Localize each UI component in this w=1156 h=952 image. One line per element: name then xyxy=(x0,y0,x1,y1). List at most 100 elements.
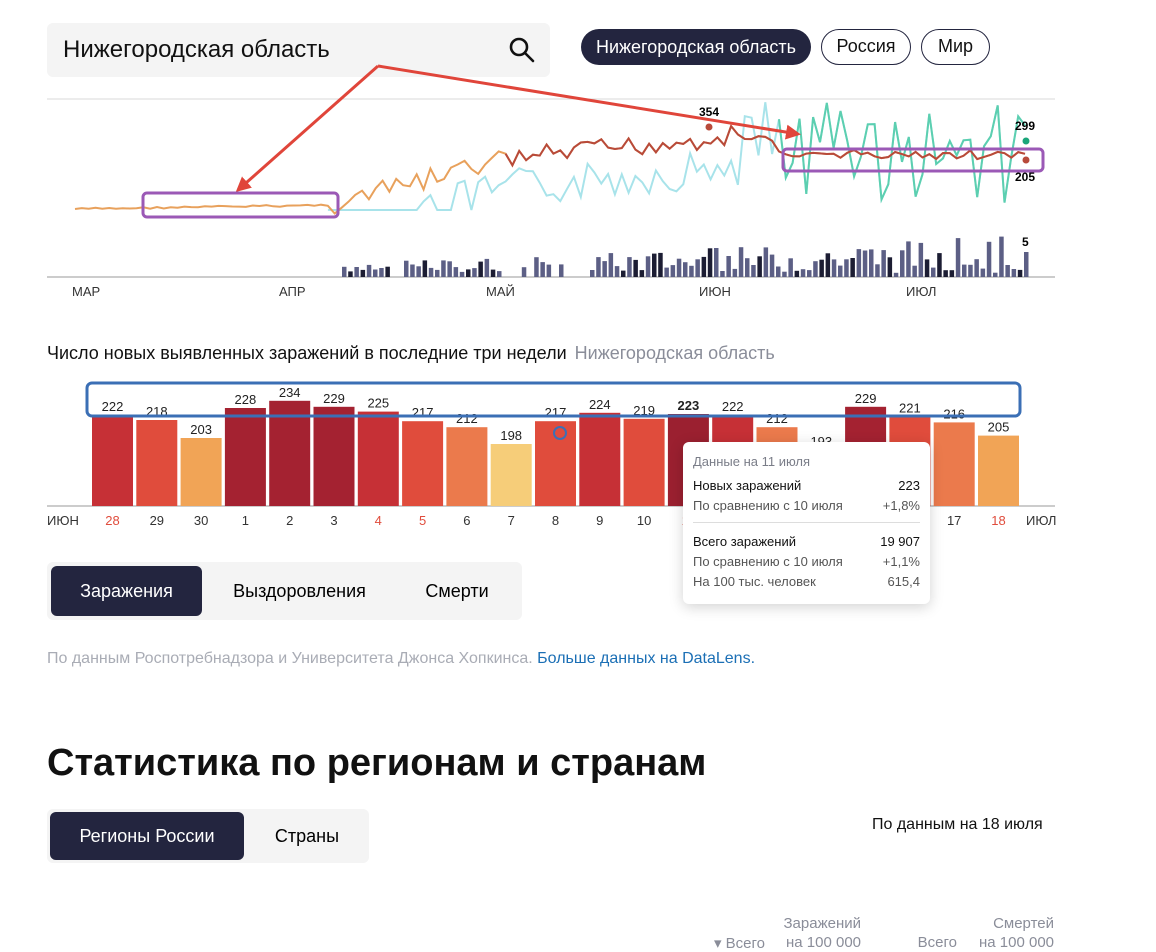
bar-value-label: 217 xyxy=(412,405,434,420)
daily-bar xyxy=(136,420,178,506)
deaths-bar xyxy=(1024,252,1029,277)
deaths-bar xyxy=(453,267,459,277)
deaths-bar xyxy=(441,260,446,277)
col-deaths-total[interactable]: Всего xyxy=(917,934,957,951)
bar-value-label: 221 xyxy=(899,400,921,415)
tab-infections[interactable]: Заражения xyxy=(51,566,202,616)
end-month-label: ИЮЛ xyxy=(1026,513,1057,528)
scope-tab-russia[interactable]: Россия xyxy=(821,29,911,65)
deaths-bar xyxy=(379,268,384,277)
tab-recoveries[interactable]: Выздоровления xyxy=(233,581,366,601)
deaths-bar xyxy=(800,269,806,277)
deaths-bar xyxy=(627,257,632,277)
tab-russia-regions[interactable]: Регионы России xyxy=(50,812,244,860)
deaths-bar xyxy=(695,259,700,277)
deaths-bar xyxy=(373,269,378,277)
tooltip-divider xyxy=(693,522,920,523)
scope-tab-region[interactable]: Нижегородская область xyxy=(581,29,811,65)
deaths-bar xyxy=(887,257,893,277)
deaths-bar xyxy=(825,253,831,277)
col-infections-per100k[interactable]: на 100 000 xyxy=(785,934,861,951)
daily-bar xyxy=(224,408,266,506)
deaths-bar xyxy=(782,271,787,277)
deaths-bar xyxy=(590,270,595,277)
daily-bar xyxy=(357,411,399,506)
deaths-bar xyxy=(993,272,998,277)
as-of-date: По данным на 18 июля xyxy=(872,816,1043,833)
deaths-bar xyxy=(428,267,434,277)
deaths-bar xyxy=(534,257,539,277)
deaths-bar xyxy=(559,264,564,277)
day-label: 30 xyxy=(193,513,209,528)
day-label: 4 xyxy=(374,513,382,528)
stats-tabs: Регионы России Страны xyxy=(47,809,369,863)
search-input[interactable]: Нижегородская область xyxy=(63,36,330,63)
deaths-bar xyxy=(546,264,552,277)
deaths-bar xyxy=(949,270,955,277)
day-label: 17 xyxy=(946,513,962,528)
month-label: АПР xyxy=(279,284,306,299)
col-deaths-per100k[interactable]: на 100 000 xyxy=(978,934,1054,951)
search-icon[interactable] xyxy=(508,36,536,64)
deaths-bar xyxy=(633,259,638,277)
peak-dot xyxy=(705,123,713,131)
end-dot-trend xyxy=(1022,156,1030,164)
stats-title: Статистика по регионам и странам xyxy=(47,742,707,784)
deaths-bar xyxy=(955,238,961,277)
deaths-bar xyxy=(478,261,483,277)
scope-tab-world[interactable]: Мир xyxy=(921,29,990,65)
deaths-bar xyxy=(683,262,688,277)
deaths-bar xyxy=(348,271,353,277)
deaths-bar xyxy=(658,252,663,277)
deaths-bar xyxy=(900,250,905,277)
deaths-bar xyxy=(484,258,490,277)
month-label: МАЙ xyxy=(486,284,515,299)
deaths-bar xyxy=(999,236,1004,277)
sort-total-infections[interactable]: ▾ Всего xyxy=(713,935,765,952)
deaths-bar xyxy=(813,261,818,277)
deaths-bar xyxy=(738,247,744,277)
bar-value-label: 222 xyxy=(722,399,744,414)
deaths-bar xyxy=(869,249,874,277)
bar-value-label: 198 xyxy=(500,428,522,443)
deaths-bar xyxy=(720,271,725,277)
deaths-bar xyxy=(931,267,936,277)
deaths-bar xyxy=(850,258,855,277)
day-label: 8 xyxy=(551,513,560,528)
day-label: 18 xyxy=(991,513,1006,528)
deaths-bar xyxy=(943,270,948,277)
bar-value-label: 229 xyxy=(855,391,877,406)
bar-value-label: 228 xyxy=(235,392,257,407)
deaths-bar xyxy=(831,259,837,277)
end-dot-cases xyxy=(1022,137,1030,145)
tab-countries[interactable]: Страны xyxy=(274,826,340,846)
day-label: 2 xyxy=(286,513,294,528)
day-label: 29 xyxy=(149,513,165,528)
deaths-bar xyxy=(763,247,769,277)
bar-value-label: 216 xyxy=(943,406,965,421)
daily-chart: 222 218 203 228 234 229 225 217 212 198 217 224 219 2… xyxy=(47,385,1055,507)
source-text: По данным Роспотребнадзора и Университет… xyxy=(47,650,533,667)
daily-bar xyxy=(623,418,665,506)
datalens-link[interactable]: Больше данных на DataLens. xyxy=(537,650,756,667)
month-label: ИЮН xyxy=(699,284,731,299)
daily-bar xyxy=(978,435,1019,506)
deaths-bar xyxy=(980,268,986,277)
deaths-bar xyxy=(602,261,607,277)
deaths-bar xyxy=(875,264,880,277)
day-label: 3 xyxy=(330,513,338,528)
deaths-bar xyxy=(844,259,849,277)
tooltip-total-label: Всего заражений xyxy=(693,534,796,549)
deaths-bar xyxy=(968,264,973,277)
tab-deaths[interactable]: Смерти xyxy=(425,581,489,601)
deaths-bar xyxy=(1005,265,1010,277)
deaths-bar xyxy=(974,259,979,277)
bar-value-label: 219 xyxy=(633,403,655,418)
tooltip-cmp1-label: По сравнению с 10 июля xyxy=(693,498,843,513)
deaths-bar xyxy=(918,242,924,277)
daily-bar xyxy=(402,421,444,506)
deaths-bar xyxy=(621,270,626,277)
deaths-bar xyxy=(664,267,669,277)
deaths-bar xyxy=(924,259,930,277)
deaths-bar xyxy=(701,256,707,277)
